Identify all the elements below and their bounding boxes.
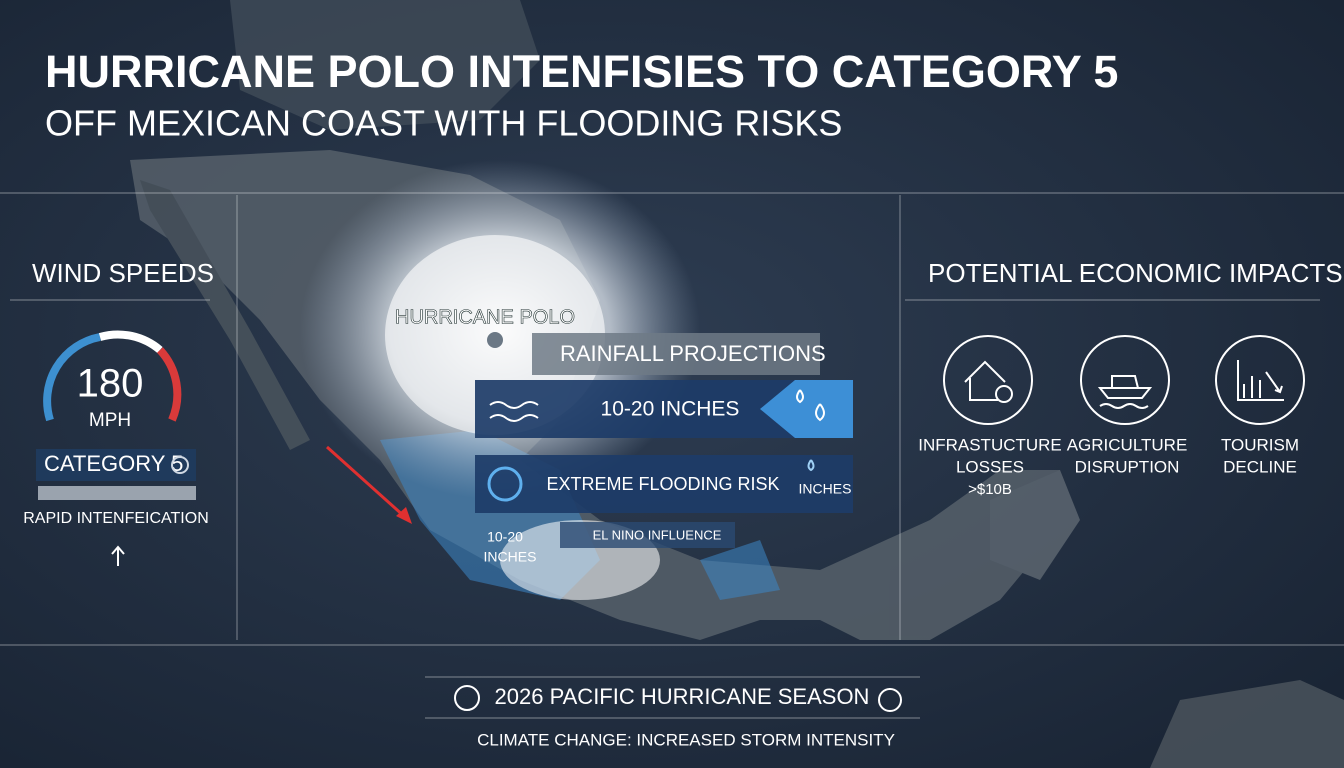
rainfall-title: RAINFALL PROJECTIONS bbox=[560, 341, 826, 366]
rainfall-row-text: EXTREME FLOODING RISK bbox=[546, 474, 779, 494]
impact-label: INFRASTUCTURE bbox=[918, 435, 1062, 454]
impact-label: DISRUPTION bbox=[1075, 457, 1180, 476]
impact-label: LOSSES bbox=[956, 457, 1024, 476]
bar bbox=[38, 486, 196, 500]
gauge bbox=[43, 330, 182, 422]
pointer-arrow-head bbox=[396, 507, 412, 524]
pointer-arrow bbox=[325, 445, 407, 519]
storm-icon bbox=[171, 456, 189, 474]
impact-icons bbox=[943, 335, 1305, 425]
title: HURRICANE POLO INTENFISIES TO CATEGORY 5 bbox=[45, 46, 1118, 97]
storm-icon bbox=[454, 685, 480, 711]
storm-icon bbox=[487, 466, 523, 502]
wave-icon bbox=[489, 401, 539, 422]
category: CATEGORY 5 bbox=[44, 451, 183, 476]
footer-title: 2026 PACIFIC HURRICANE SEASON bbox=[495, 684, 870, 709]
rainfall-accent bbox=[760, 380, 853, 438]
impact-label: DECLINE bbox=[1223, 457, 1297, 476]
drop-icon bbox=[807, 459, 815, 472]
wind-heading: WIND SPEEDS bbox=[32, 258, 214, 288]
wind-note: RAPID INTENFEICATION bbox=[23, 510, 209, 527]
coast-label: INCHES bbox=[484, 549, 537, 565]
drop-icon bbox=[878, 688, 902, 712]
category-box bbox=[36, 449, 196, 481]
economy-heading: POTENTIAL ECONOMIC IMPACTS bbox=[928, 258, 1343, 288]
rainfall-row-text: 10-20 INCHES bbox=[601, 398, 740, 421]
footer-note: CLIMATE CHANGE: INCREASED STORM INTENSIT… bbox=[477, 730, 895, 749]
el-nino: EL NINO INFLUENCE bbox=[593, 527, 722, 542]
rainfall-row bbox=[475, 455, 853, 513]
el-nino-box bbox=[560, 522, 735, 548]
arrow-icon bbox=[111, 545, 125, 566]
impact-label: TOURISM bbox=[1221, 435, 1299, 454]
rainfall-header bbox=[532, 333, 820, 375]
storm-label: HURRICANE POLO bbox=[395, 306, 575, 328]
rainfall-unit: INCHES bbox=[799, 481, 852, 497]
wind-unit: MPH bbox=[89, 410, 131, 431]
impact-label: AGRICULTURE bbox=[1067, 435, 1188, 454]
wind-speed: 180 bbox=[77, 362, 144, 406]
drop-icon bbox=[796, 389, 825, 422]
impact-label: >$10B bbox=[968, 481, 1012, 498]
coast-label: 10-20 bbox=[487, 529, 523, 545]
subtitle: OFF MEXICAN COAST WITH FLOODING RISKS bbox=[45, 103, 842, 144]
